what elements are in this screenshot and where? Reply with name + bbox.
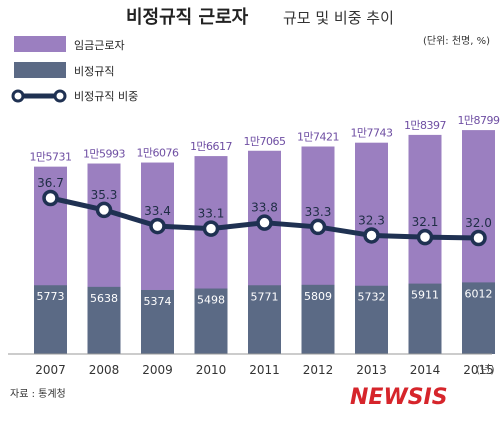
data-label-share-2008: 35.3 bbox=[91, 188, 118, 202]
data-label-wage-workers-2007: 1만5731 bbox=[29, 151, 71, 164]
bar-nonregular-2013 bbox=[355, 285, 388, 354]
bar-nonregular-2014 bbox=[408, 283, 442, 354]
share-marker-2010 bbox=[202, 220, 220, 237]
data-label-share-2009: 33.4 bbox=[144, 204, 171, 218]
data-label-share-2012: 33.3 bbox=[305, 205, 332, 219]
share-marker-2009 bbox=[149, 217, 166, 235]
bar-nonregular-2009 bbox=[141, 289, 174, 354]
share-marker-2007 bbox=[42, 189, 59, 207]
data-label-nonregular-2015: 6012 bbox=[465, 287, 493, 300]
bar-nonregular-2012 bbox=[301, 284, 335, 354]
data-label-share-2013: 32.3 bbox=[358, 213, 385, 227]
label-group: 1만5731 5773 1만5993 5638 1만6076 5374 1만6617 5498… bbox=[29, 114, 500, 308]
data-label-nonregular-2014: 5911 bbox=[411, 289, 439, 302]
data-label-nonregular-2009: 5374 bbox=[144, 295, 172, 308]
newsis-logo: NEWSIS bbox=[350, 385, 448, 410]
data-label-nonregular-2012: 5809 bbox=[304, 290, 332, 303]
x-tick-2011: 2011 bbox=[249, 363, 280, 377]
legend-label-nonregular: 비정규직 bbox=[74, 65, 114, 78]
data-label-nonregular-2011: 5771 bbox=[251, 290, 279, 303]
x-tick-2012: 2012 bbox=[303, 363, 334, 377]
share-marker-2012 bbox=[309, 218, 327, 236]
bar-nonregular-2015 bbox=[462, 282, 495, 354]
x-tick-2008: 2008 bbox=[89, 363, 120, 377]
data-label-wage-workers-2008: 1만5993 bbox=[83, 148, 126, 161]
legend-swatch-nonregular bbox=[14, 62, 66, 78]
data-label-wage-workers-2014: 1만8397 bbox=[404, 119, 447, 132]
share-marker-2013 bbox=[363, 227, 380, 244]
x-tick-2010: 2010 bbox=[196, 363, 227, 377]
x-tick-2015: 2015 bbox=[463, 363, 494, 377]
data-label-wage-workers-2010: 1만6617 bbox=[190, 140, 233, 153]
bar-nonregular-2011 bbox=[248, 285, 281, 354]
x-tick-2009: 2009 bbox=[142, 363, 173, 377]
data-label-nonregular-2008: 5638 bbox=[90, 292, 118, 305]
bar-nonregular-2010 bbox=[194, 288, 228, 354]
legend-label-share: 비정규직 비중 bbox=[74, 90, 138, 103]
legend-label-wage-workers: 임금근로자 bbox=[74, 39, 125, 52]
data-label-wage-workers-2012: 1만7421 bbox=[297, 131, 339, 144]
data-label-wage-workers-2015: 1만8799 bbox=[457, 114, 500, 127]
chart-title-rest: 규모 및 비중 추이 bbox=[283, 9, 394, 27]
year-unit-label: (년) bbox=[476, 363, 495, 376]
data-label-share-2015: 32.0 bbox=[465, 216, 492, 230]
chart-title-bold: 비정규직 근로자 bbox=[126, 7, 249, 28]
data-label-share-2007: 36.7 bbox=[37, 176, 64, 190]
bar-nonregular-2007 bbox=[34, 285, 67, 354]
x-tick-2007: 2007 bbox=[35, 363, 66, 377]
share-line-group bbox=[42, 189, 487, 247]
legend-marker-share-left bbox=[11, 89, 25, 103]
unit-note: (단위: 천명, %) bbox=[423, 34, 490, 47]
x-tick-2014: 2014 bbox=[410, 363, 441, 377]
source-note: 자료 : 통계청 bbox=[10, 388, 66, 400]
x-tick-2013: 2013 bbox=[356, 363, 387, 377]
data-label-share-2010: 33.1 bbox=[198, 207, 225, 221]
data-label-nonregular-2010: 5498 bbox=[197, 294, 225, 307]
data-label-wage-workers-2011: 1만7065 bbox=[243, 135, 286, 148]
data-label-share-2014: 32.1 bbox=[412, 215, 439, 229]
data-label-share-2011: 33.8 bbox=[251, 201, 278, 215]
data-label-nonregular-2007: 5773 bbox=[37, 290, 65, 303]
share-marker-2008 bbox=[95, 201, 113, 219]
data-label-wage-workers-2009: 1만6076 bbox=[136, 147, 179, 160]
share-marker-2011 bbox=[256, 214, 273, 231]
x-axis-tick-labels: 2007 2008 2009 2010 2011 2012 2013 2014 2015 bbox=[35, 363, 494, 377]
share-marker-2014 bbox=[416, 228, 434, 246]
legend-swatch-wage-workers bbox=[14, 36, 66, 52]
data-label-nonregular-2013: 5732 bbox=[358, 291, 386, 304]
share-marker-2015 bbox=[470, 229, 487, 247]
data-label-wage-workers-2013: 1만7743 bbox=[350, 127, 393, 140]
bar-nonregular-2008 bbox=[87, 286, 121, 354]
legend-marker-share-right bbox=[53, 89, 67, 103]
